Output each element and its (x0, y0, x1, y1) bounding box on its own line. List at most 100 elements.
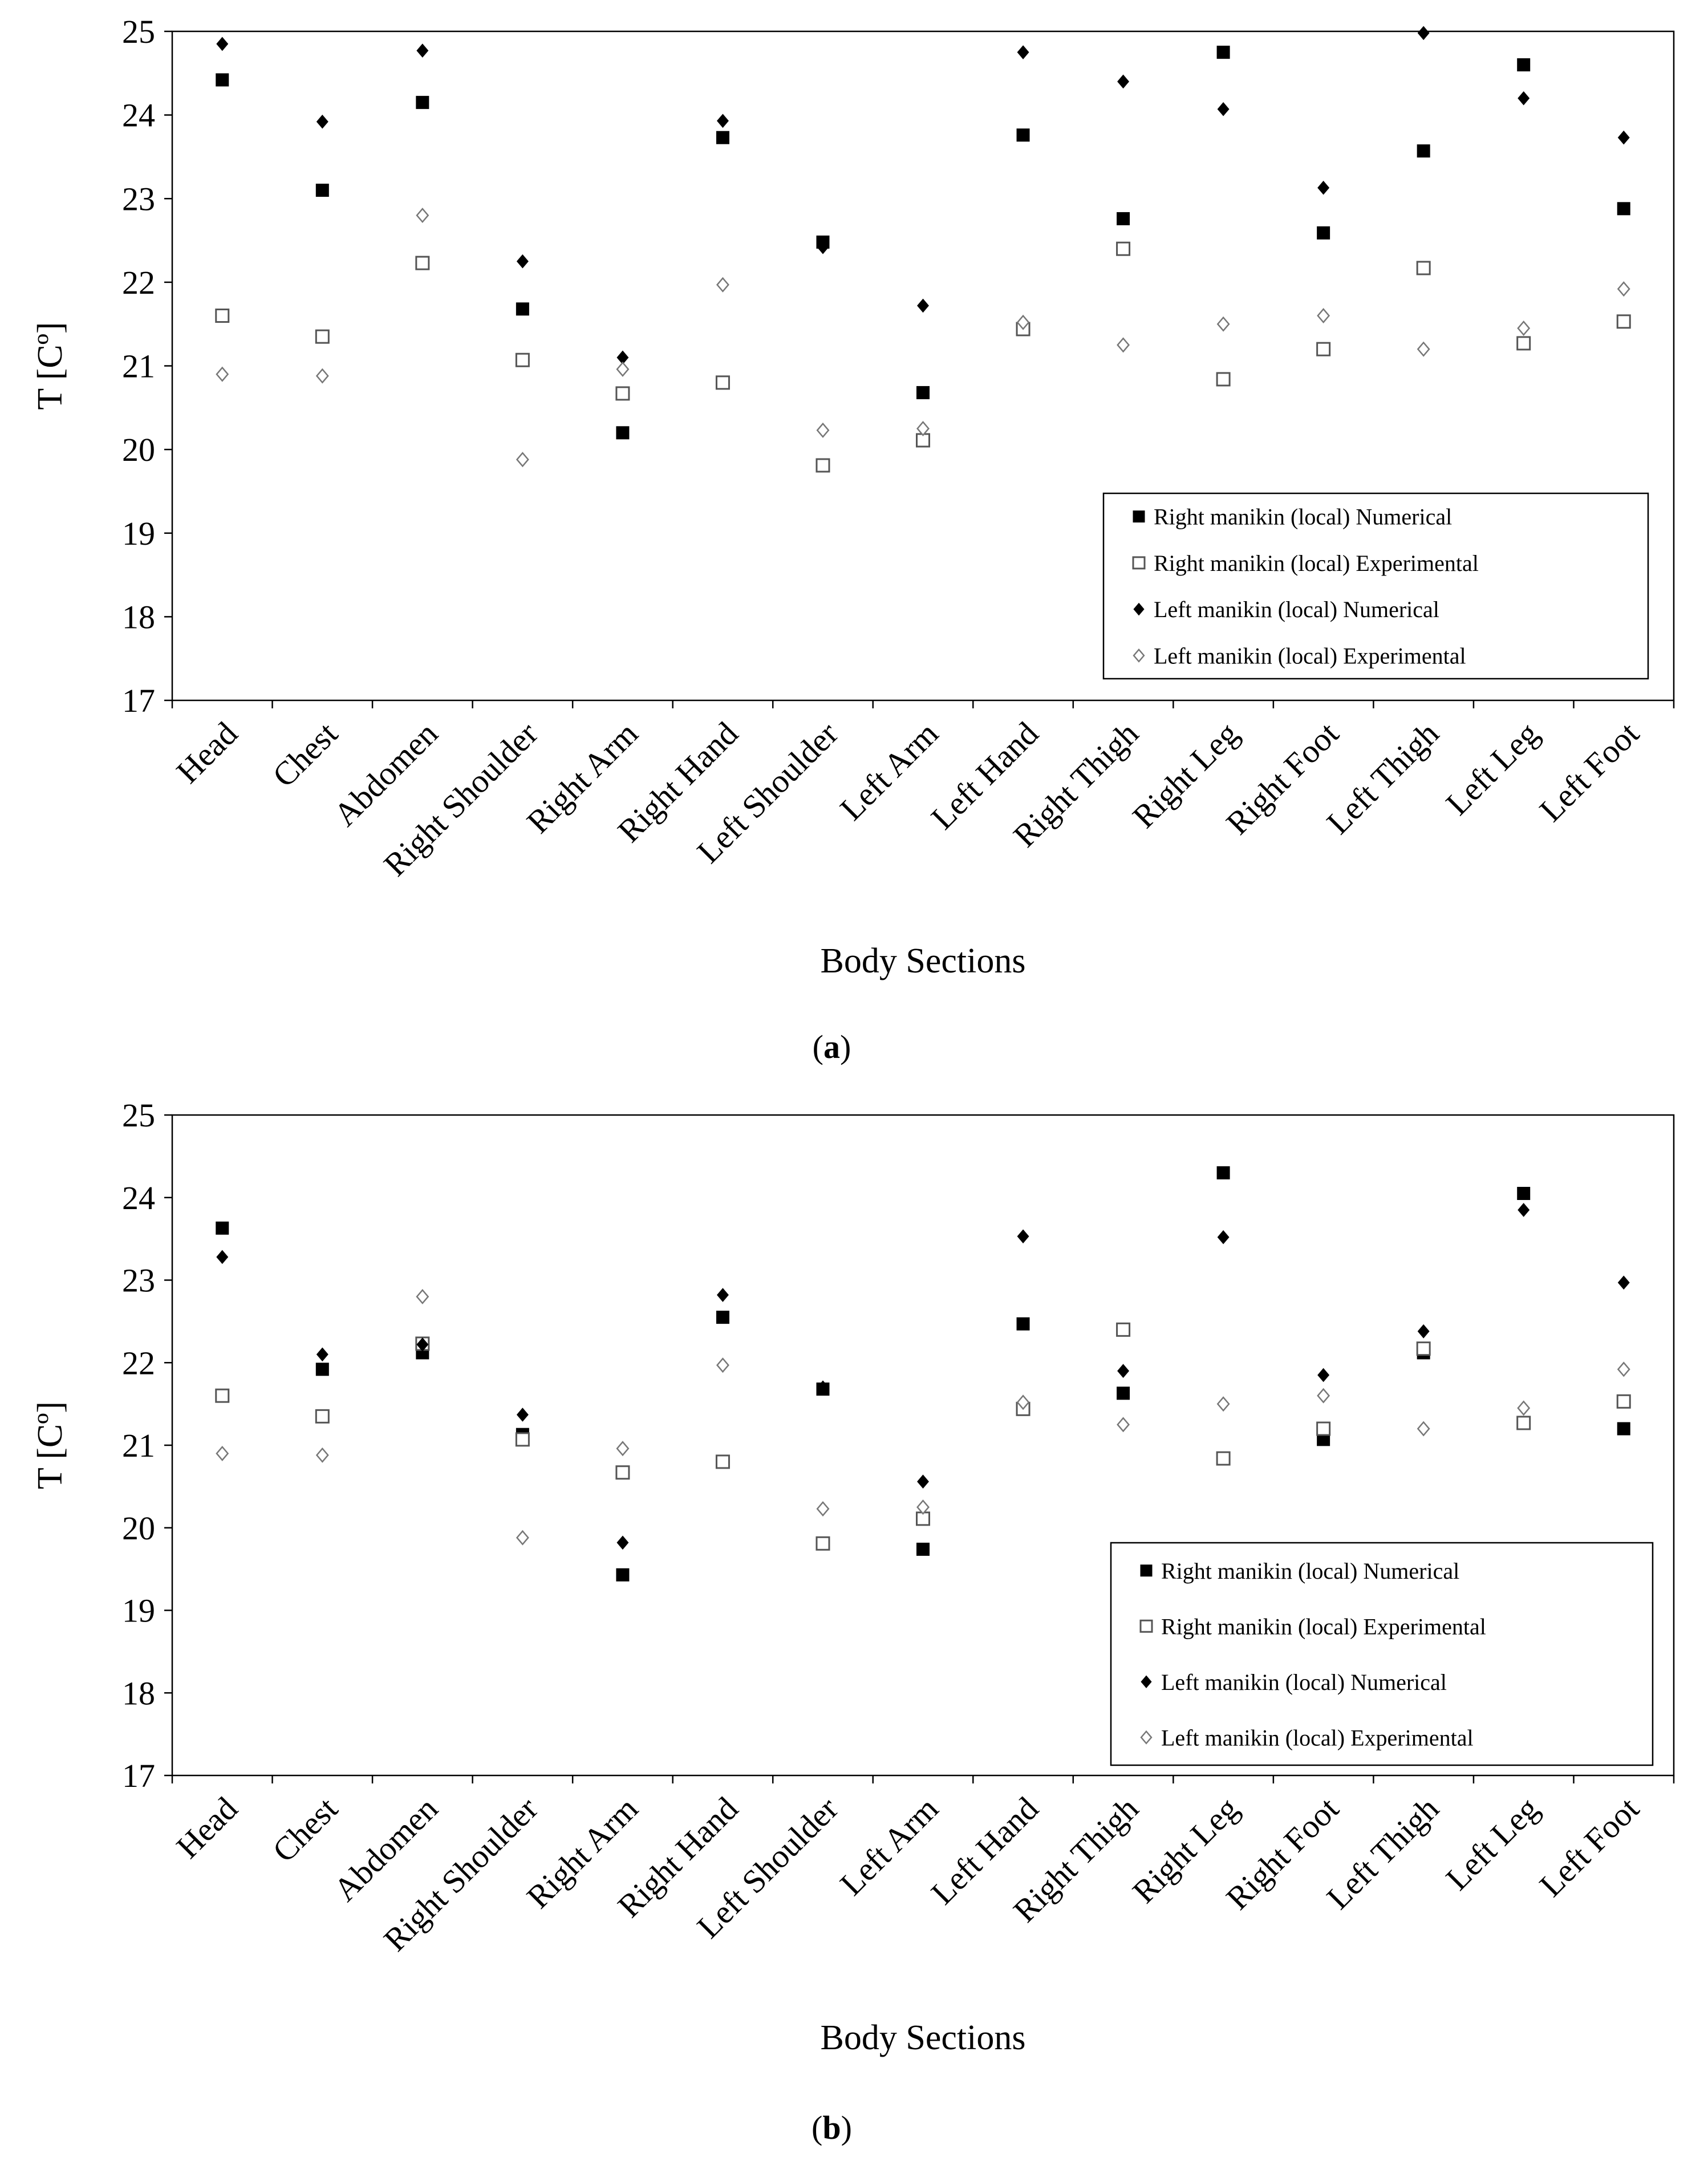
y-tick-label: 20 (122, 1510, 155, 1547)
legend-marker (1132, 556, 1146, 570)
data-point (1517, 58, 1531, 72)
data-point (315, 1447, 329, 1463)
x-tick-label: Chest (265, 1790, 344, 1869)
data-point (1117, 1386, 1130, 1400)
y-tick-label: 18 (122, 598, 155, 635)
legend-entry-label: Left manikin (local) Experimental (1161, 1725, 1474, 1750)
legend-entry-label: Right manikin (local) Numerical (1161, 1558, 1459, 1584)
x-tick-label: Chest (265, 715, 344, 794)
legend: Right manikin (local) Numerical Right man… (1110, 1542, 1654, 1766)
data-point (916, 1499, 930, 1515)
x-tick-label: Left Foot (1532, 715, 1646, 829)
panel-label-open: ( (813, 1028, 823, 1065)
legend-entry-label: Left manikin (local) Numerical (1154, 597, 1439, 622)
data-point (1316, 1421, 1331, 1436)
data-point (616, 1441, 630, 1457)
data-point (1617, 1275, 1630, 1290)
data-point (1216, 46, 1230, 59)
legend-box (1110, 1542, 1654, 1766)
data-point (216, 1221, 229, 1235)
data-point (316, 115, 328, 129)
data-point (716, 1357, 729, 1373)
data-point (1216, 372, 1231, 387)
data-point (1317, 226, 1330, 240)
y-tick-label: 19 (122, 1592, 155, 1629)
legend: Right manikin (local) Numerical Right man… (1102, 492, 1649, 680)
data-point (1417, 26, 1430, 40)
legend-marker (1140, 1564, 1153, 1577)
data-point (1117, 1364, 1130, 1379)
x-tick-label: Left Foot (1532, 1790, 1646, 1904)
data-point (1617, 1361, 1630, 1377)
data-point (216, 1250, 229, 1264)
data-point (1017, 45, 1029, 59)
series-diamond-open (216, 1288, 1630, 1546)
data-point (1518, 91, 1530, 106)
x-axis-title: Body Sections (821, 942, 1026, 980)
y-tick-label: 25 (122, 13, 155, 50)
data-point (917, 1474, 929, 1489)
data-point (315, 368, 329, 384)
data-point (1216, 316, 1230, 332)
legend-entry-label: Left manikin (local) Experimental (1154, 643, 1466, 668)
data-point (1317, 180, 1330, 195)
x-tick-label: Left Leg (1439, 1790, 1546, 1897)
data-point (1416, 261, 1431, 275)
data-point (1616, 1394, 1631, 1409)
data-point (916, 420, 930, 436)
data-point (1416, 1341, 1431, 1356)
legend-marker (1140, 1730, 1153, 1745)
data-point (1517, 321, 1531, 336)
data-point (817, 1380, 829, 1394)
series-diamond-filled (216, 1203, 1630, 1550)
data-point (1117, 212, 1130, 225)
y-tick-label: 21 (122, 1427, 155, 1464)
data-point (1317, 1368, 1330, 1382)
legend-marker (1133, 602, 1145, 616)
y-tick-label: 22 (122, 264, 155, 301)
data-point (315, 184, 329, 197)
y-tick-label: 22 (122, 1344, 155, 1381)
data-point (816, 458, 830, 473)
data-point (1317, 308, 1330, 324)
data-point (315, 1409, 330, 1424)
data-point (1216, 1166, 1230, 1179)
data-point (615, 386, 630, 401)
data-point (215, 1388, 230, 1403)
y-tick-label: 19 (122, 515, 155, 552)
data-point (216, 37, 229, 51)
data-point (515, 352, 530, 367)
data-point (1518, 1203, 1530, 1217)
data-point (516, 1530, 529, 1546)
data-point (1516, 336, 1531, 351)
data-point (716, 277, 729, 293)
data-point (416, 208, 429, 224)
data-point (315, 329, 330, 344)
data-point (1217, 102, 1230, 116)
legend-marker (1141, 1675, 1152, 1689)
data-point (1616, 314, 1631, 329)
data-point (216, 1445, 229, 1461)
data-point (1117, 74, 1130, 89)
data-point (816, 1501, 830, 1517)
x-axis-title: Body Sections (821, 2018, 1026, 2057)
data-point (1617, 202, 1630, 216)
data-point (716, 113, 729, 128)
legend-marker (1133, 648, 1145, 663)
data-point (315, 1363, 329, 1376)
data-point (216, 366, 229, 382)
data-point (616, 1568, 630, 1582)
data-point (1617, 130, 1630, 145)
panel-label-close: ) (840, 1028, 851, 1065)
legend-entry-label: Right manikin (local) Experimental (1161, 1613, 1486, 1639)
series-diamond-open (216, 208, 1630, 468)
series-square-open (215, 241, 1631, 473)
data-point (716, 131, 729, 144)
data-point (416, 96, 429, 110)
data-point (1516, 1416, 1531, 1430)
y-tick-label: 21 (122, 348, 155, 385)
series-square-filled (216, 46, 1630, 440)
